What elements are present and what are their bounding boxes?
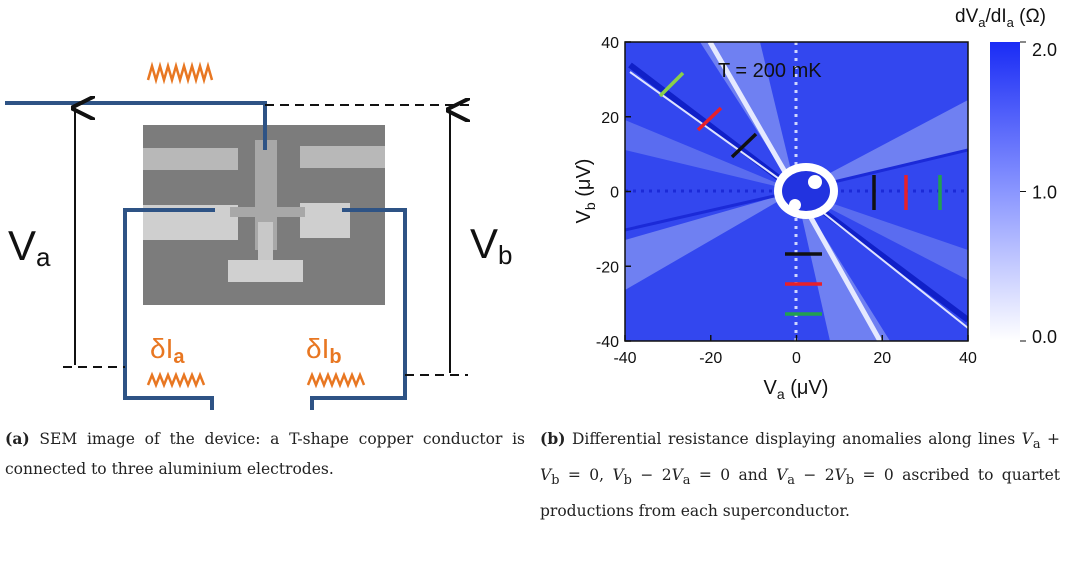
x-axis-label: Va (μV)	[764, 377, 829, 402]
y-tick-label: 40	[601, 35, 619, 52]
math-run: a	[1032, 437, 1041, 453]
caption-run: − 2	[631, 466, 672, 485]
y-axis-label: Vb (μV)	[573, 159, 598, 224]
math-run: a	[682, 473, 691, 489]
caption-run: +	[1040, 430, 1060, 448]
math-run: V	[540, 466, 552, 485]
math-run: V	[834, 466, 846, 485]
math-run: b	[845, 473, 855, 489]
colorbar-tick-label: 1.0	[1032, 183, 1057, 203]
caption-text: Differential resistance displaying anoma…	[540, 430, 1060, 520]
math-run: b	[623, 473, 632, 489]
caption-text: SEM image of the device: a T-shape coppe…	[5, 430, 525, 478]
caption-run: = 0 and	[690, 466, 777, 485]
math-run: V	[671, 466, 683, 485]
caption-label: (b)	[540, 429, 566, 448]
figure: Va Vb δIa δIb	[5, 6, 1057, 410]
y-tick-label: -40	[596, 334, 619, 351]
x-tick-label: -40	[613, 350, 636, 367]
x-tick-label: 20	[873, 350, 891, 367]
springs	[146, 61, 366, 389]
y-tick-label: 20	[601, 110, 619, 127]
caption-run: = 0 ascribed to quartet productions from…	[540, 466, 1060, 521]
sem-electrode	[143, 148, 238, 170]
x-tick-label: 40	[959, 350, 977, 367]
sem-conductor	[228, 260, 303, 282]
figure-a: Va Vb δIa δIb	[5, 61, 512, 410]
label-vb: Vb	[470, 220, 512, 270]
caption-run: SEM image of the device: a T-shape coppe…	[5, 430, 525, 478]
math-run: V	[1021, 430, 1033, 448]
caption-run: − 2	[795, 466, 835, 485]
colorbar-tick-label: 2.0	[1032, 40, 1057, 60]
sem-conductor	[230, 207, 305, 217]
caption-run: Differential resistance displaying anoma…	[565, 430, 1022, 448]
colorbar-tick-label: 0.0	[1032, 327, 1057, 347]
colorbar	[990, 42, 1020, 341]
math-run: V	[776, 466, 788, 485]
math-run: a	[787, 473, 795, 489]
line-markers	[658, 71, 942, 316]
caption-run: = 0,	[559, 466, 613, 485]
math-run: b	[551, 473, 560, 489]
x-tick-label: 0	[792, 350, 801, 367]
sem-electrode	[300, 146, 385, 168]
caption-a: (a) SEM image of the device: a T-shape c…	[5, 424, 525, 484]
colorbar-title: dVa/dIa (Ω)	[955, 6, 1046, 30]
heatmap	[625, 42, 968, 341]
x-tick-label: -20	[699, 350, 722, 367]
annotation: T = 200 mK	[718, 60, 822, 82]
figure-b: T = 200 mK dVa/dIa (Ω) Va (μV) Vb (μV) -…	[573, 6, 1057, 402]
caption-b: (b) Differential resistance displaying a…	[540, 424, 1060, 526]
label-va: Va	[8, 222, 51, 272]
label-dia: δIa	[150, 333, 185, 368]
label-dib: δIb	[306, 333, 342, 368]
dashed-levels	[63, 104, 470, 376]
sem-conductor	[258, 222, 273, 267]
y-tick-label: 0	[610, 185, 619, 202]
y-tick-label: -20	[596, 259, 619, 276]
math-run: V	[612, 466, 624, 485]
caption-label: (a)	[5, 429, 30, 448]
sem-electrode	[300, 203, 350, 238]
